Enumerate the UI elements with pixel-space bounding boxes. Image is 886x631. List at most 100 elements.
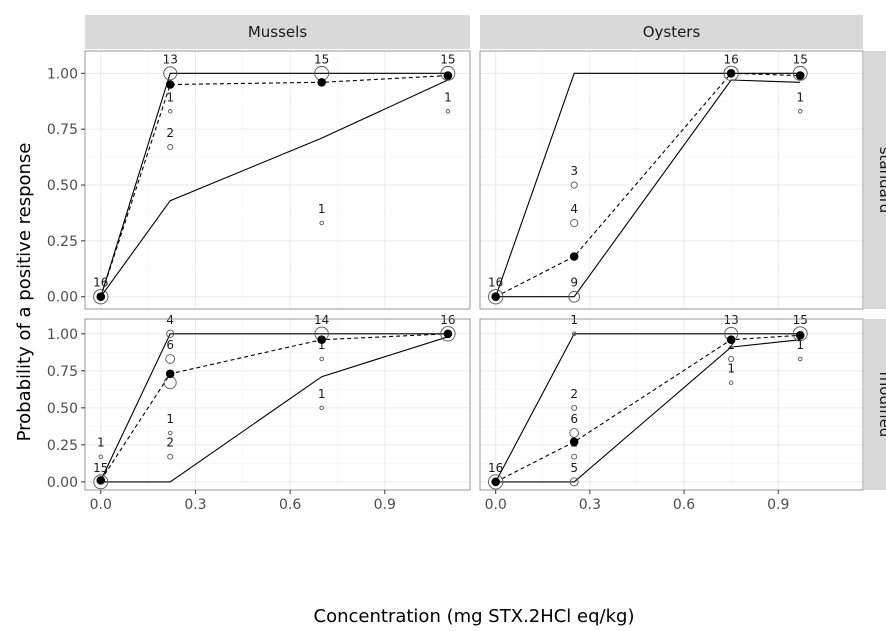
y-axis-title: Probability of a positive response <box>14 143 35 442</box>
fitted-point <box>726 69 736 78</box>
fitted-point <box>96 292 106 302</box>
upper-bound-line-mussels-modified <box>100 333 448 481</box>
observed-point <box>728 355 735 362</box>
observed-point <box>167 144 174 151</box>
y-tick-label: 0.75 <box>47 364 78 380</box>
observed-point <box>440 65 456 81</box>
lower-bound-line-mussels-standard <box>100 79 449 298</box>
observed-point <box>488 289 504 305</box>
observed-point <box>728 380 734 385</box>
fitted-point <box>795 71 805 80</box>
strip-oysters <box>480 15 863 49</box>
y-tick-label: 0.50 <box>47 178 78 194</box>
observed-point <box>166 329 175 338</box>
count-label: 15 <box>793 313 808 327</box>
upper-bound-line-oysters-standard <box>495 72 801 297</box>
count-label: 6 <box>570 412 578 426</box>
observed-point <box>319 405 324 411</box>
count-label: 16 <box>488 461 503 475</box>
y-tick-label: 0.50 <box>47 401 78 417</box>
y-tick-label: 0.00 <box>47 475 78 491</box>
strip-mussels <box>85 15 470 49</box>
count-label: 1 <box>318 202 326 216</box>
panel-border-oysters-standard <box>479 50 864 310</box>
lower-bound-line-oysters-standard <box>495 79 801 298</box>
fitted-line-oysters-modified <box>495 334 801 483</box>
fitted-point <box>491 477 500 487</box>
count-label: 1 <box>796 338 804 352</box>
count-label: 1 <box>318 338 326 352</box>
observed-point <box>568 290 581 303</box>
x-tick-label: 0.9 <box>374 497 396 513</box>
upper-bound-line-mussels-standard <box>100 72 448 297</box>
fitted-point <box>569 437 579 447</box>
count-label: 1 <box>318 387 326 401</box>
count-label: 5 <box>570 461 578 475</box>
count-label: 2 <box>166 436 174 450</box>
x-tick-label: 0.3 <box>184 497 206 513</box>
count-label: 1 <box>97 436 105 450</box>
observed-point <box>792 326 808 342</box>
lower-bound-line-oysters-modified <box>495 339 801 483</box>
observed-point <box>488 474 504 490</box>
count-label: 16 <box>440 313 455 327</box>
observed-point <box>165 354 176 364</box>
observed-point <box>571 404 578 411</box>
count-label: 2 <box>727 338 735 352</box>
y-tick-label: 0.25 <box>47 234 78 250</box>
lower-bound-line-mussels-modified <box>100 336 449 483</box>
y-tick-label: 0.00 <box>47 290 78 306</box>
count-label: 14 <box>314 313 329 327</box>
fitted-point <box>165 369 175 379</box>
fitted-line-mussels-modified <box>100 333 448 481</box>
observed-point <box>571 453 578 460</box>
count-label: 15 <box>793 52 808 66</box>
count-label: 4 <box>570 202 578 216</box>
count-label: 15 <box>440 52 455 66</box>
count-label: 15 <box>314 52 329 66</box>
panel-bg-mussels-standard <box>85 51 470 309</box>
y-tick-label: 0.75 <box>47 122 78 138</box>
fitted-point <box>96 476 106 485</box>
count-label: 1 <box>166 90 174 104</box>
count-label: 1 <box>166 412 174 426</box>
observed-point <box>570 218 579 228</box>
panel-border-mussels-modified <box>84 318 471 491</box>
observed-point <box>98 454 104 459</box>
fitted-point <box>317 335 326 345</box>
y-tick-label: 0.25 <box>47 438 78 454</box>
count-label: 16 <box>724 52 739 66</box>
x-tick-label: 0.9 <box>767 497 789 513</box>
observed-point <box>167 109 173 114</box>
observed-point <box>571 331 577 337</box>
fitted-point <box>165 80 175 89</box>
fitted-point <box>443 329 453 339</box>
count-label: 13 <box>724 313 739 327</box>
observed-point <box>163 66 178 81</box>
observed-point <box>797 109 803 114</box>
count-label: 1 <box>444 90 452 104</box>
observed-point <box>569 428 580 438</box>
panel-border-mussels-standard <box>84 50 471 310</box>
observed-point <box>93 474 109 490</box>
strip-label-oysters: Oysters <box>643 23 701 41</box>
strip-modified <box>864 319 886 490</box>
observed-point <box>167 453 174 460</box>
panel-bg-oysters-standard <box>480 51 863 309</box>
axis-layer: 0.00 0.25 0.50 0.75 1.00 0.00 0.25 0.50 0.75 1.00… <box>47 66 790 513</box>
count-label: 1 <box>727 362 735 376</box>
x-tick-label: 0.3 <box>579 497 601 513</box>
fitted-line-mussels-standard <box>100 75 448 297</box>
count-label: 1 <box>796 90 804 104</box>
observed-point <box>797 356 803 362</box>
observed-point <box>167 430 173 436</box>
fitted-point <box>569 252 579 261</box>
count-label: 2 <box>570 387 578 401</box>
observed-point <box>319 356 324 362</box>
fitted-line-oysters-standard <box>495 72 801 298</box>
fitted-point <box>317 77 326 87</box>
panel-bg-oysters-modified <box>480 319 863 490</box>
observed-point <box>570 181 578 189</box>
